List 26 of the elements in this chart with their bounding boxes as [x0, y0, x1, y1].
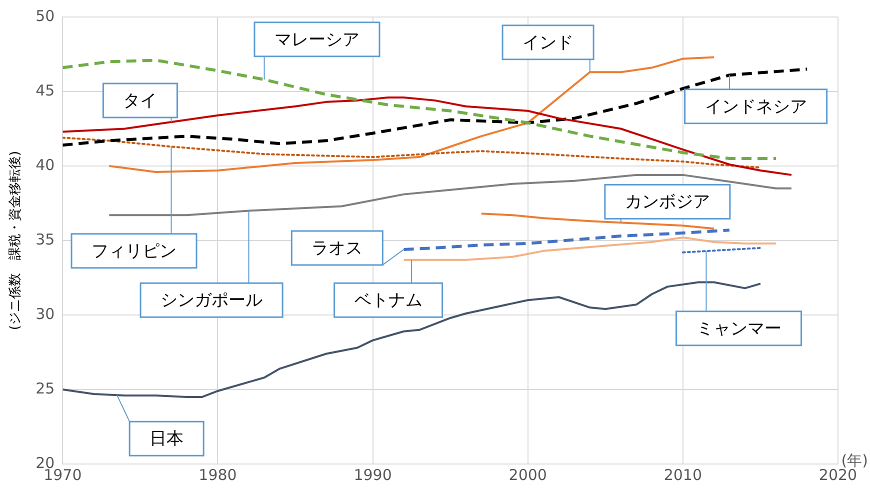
series-label: マレーシア	[274, 30, 360, 50]
y-tick-label: 35	[36, 230, 55, 248]
x-tick-label: 2010	[664, 466, 702, 484]
line-series	[62, 136, 762, 168]
series-label: 日本	[150, 429, 184, 450]
y-axis-title: (ジニ係数 課税・資金移転後)	[8, 150, 24, 330]
text: ミャンマー	[696, 318, 782, 339]
y-tick-label: 25	[36, 379, 55, 398]
y-tick-label: 50	[36, 6, 55, 25]
series-label: インド	[522, 32, 574, 53]
x-tick-label: 1990	[354, 466, 392, 484]
text: ラオス	[312, 238, 363, 258]
x-tick-label: 1980	[198, 466, 237, 484]
x-tick-label: 2000	[508, 466, 547, 484]
series-label: タイ	[123, 90, 158, 111]
y-tick-label: 30	[36, 304, 55, 323]
series-label: インドネシア	[704, 96, 807, 117]
series-label: ベトナム	[354, 290, 422, 311]
line-series	[402, 228, 731, 251]
text: シンガポール	[160, 290, 263, 311]
text: フィリピン	[92, 241, 177, 262]
line-series	[62, 68, 808, 147]
series-label: カンボジア	[624, 192, 710, 212]
y-tick-label: 45	[36, 81, 55, 100]
x-axis-title: (年)	[841, 451, 868, 470]
y-tick-label: 40	[36, 156, 55, 174]
